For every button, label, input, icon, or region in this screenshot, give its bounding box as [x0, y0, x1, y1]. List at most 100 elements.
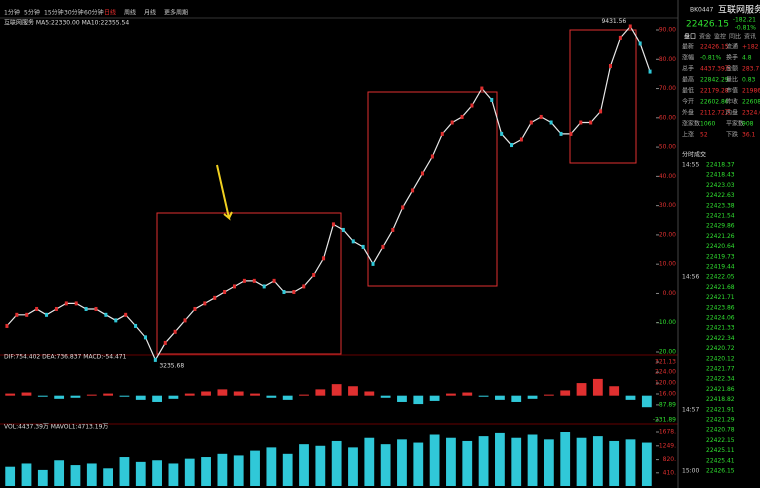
- quote-cell: 22602.86: [700, 99, 729, 106]
- y-tick-label: 410.: [663, 469, 676, 476]
- candle: [84, 306, 88, 311]
- bar: [446, 437, 456, 486]
- tick-price: 22420.78: [706, 427, 735, 434]
- bar: [299, 444, 309, 486]
- tick-price: 22420.72: [706, 345, 735, 352]
- tick-price: 22418.82: [706, 396, 735, 403]
- bar: [217, 453, 228, 486]
- tick-price: 22422.63: [706, 192, 735, 199]
- quote-cell: 内盘: [726, 109, 738, 117]
- candle: [163, 340, 167, 345]
- y-tick-label: 321.13: [655, 359, 676, 366]
- bar: [135, 461, 146, 486]
- candle: [54, 306, 58, 311]
- candle: [450, 120, 454, 125]
- bar: [511, 395, 522, 402]
- bar: [560, 390, 571, 396]
- candle: [124, 312, 128, 317]
- candle: [430, 154, 434, 159]
- bar: [103, 468, 114, 486]
- y-tick-label: 50.00: [659, 144, 676, 151]
- tick-price: 22421.77: [706, 366, 735, 373]
- ticks-title: 分时成交: [682, 151, 706, 159]
- y-tick-label: 820.: [663, 456, 676, 463]
- bar: [299, 394, 309, 396]
- period-tab[interactable]: 5分钟: [24, 9, 40, 17]
- quote-cell: 外盘: [682, 109, 694, 117]
- bar: [592, 436, 603, 486]
- y-tick-label: 16.00: [659, 391, 676, 398]
- panel-tab[interactable]: 监控: [714, 33, 726, 41]
- candle: [519, 137, 523, 142]
- candle: [262, 284, 266, 289]
- candle: [391, 227, 395, 232]
- quote-cell: 52: [700, 132, 708, 139]
- candle: [480, 86, 484, 91]
- candle: [292, 289, 296, 294]
- y-tick-label: -87.89: [657, 401, 677, 408]
- tick-price: 22420.12: [706, 355, 735, 362]
- quote-cell: 2112.72万: [700, 110, 731, 117]
- candle: [599, 109, 603, 114]
- y-tick-label: 70.00: [659, 85, 676, 92]
- quote-cell: 最高: [682, 76, 694, 84]
- candle: [183, 318, 187, 323]
- bar: [37, 395, 48, 397]
- quote-cell: 金额: [726, 65, 738, 73]
- annotation: 9431.56: [601, 18, 626, 25]
- period-tab[interactable]: 月线: [144, 9, 156, 17]
- candle: [173, 329, 177, 334]
- y-tick-label: 120.00: [655, 380, 676, 387]
- quote-cell: 2324.6: [742, 110, 760, 117]
- bar: [380, 395, 391, 398]
- bar: [103, 393, 114, 396]
- period-tab[interactable]: 1分钟: [4, 9, 20, 17]
- panel-tab[interactable]: 资金: [699, 33, 711, 41]
- bar: [184, 393, 195, 396]
- candle: [579, 120, 583, 125]
- bar: [282, 453, 293, 486]
- candle: [549, 120, 553, 125]
- info-line: 互联网服务 MA5:22330.00 MA10:22355.54: [4, 19, 129, 27]
- bar: [152, 395, 162, 402]
- bar: [282, 395, 293, 400]
- period-tab[interactable]: 周线: [124, 9, 136, 17]
- period-tab[interactable]: 60分钟: [84, 9, 104, 17]
- candle: [45, 312, 49, 317]
- panel-tab[interactable]: 同比: [729, 33, 741, 41]
- quote-cell: 1060: [700, 121, 715, 128]
- tick-price: 22418.37: [706, 162, 735, 169]
- bar: [609, 386, 620, 396]
- quote-cell: 涨家数: [682, 120, 700, 128]
- period-tab[interactable]: 15分钟: [44, 9, 64, 17]
- bar: [54, 460, 65, 486]
- candle: [351, 239, 355, 244]
- bar: [201, 457, 211, 486]
- bar: [462, 440, 473, 486]
- bar: [168, 395, 179, 399]
- period-tab[interactable]: 30分钟: [64, 9, 84, 17]
- bar: [37, 469, 48, 486]
- bar: [266, 395, 277, 398]
- bar: [21, 392, 32, 396]
- candle: [361, 244, 365, 249]
- candle: [134, 323, 138, 328]
- period-tab[interactable]: 更多周期: [164, 9, 188, 17]
- candle: [440, 131, 444, 136]
- price: 22426.15: [686, 20, 729, 30]
- panel-tab[interactable]: 盘口: [684, 33, 696, 41]
- quote-cell: 22608: [742, 99, 760, 106]
- candle: [5, 323, 9, 328]
- candle: [411, 188, 415, 193]
- bar: [250, 450, 260, 486]
- panel-tab[interactable]: 资讯: [744, 33, 756, 41]
- quote-cell: 22426.15: [700, 44, 729, 51]
- candle: [15, 312, 19, 317]
- candle: [589, 120, 593, 125]
- candle: [64, 301, 68, 306]
- quote-cell: 昨收: [726, 98, 738, 106]
- period-tab[interactable]: 日线: [104, 9, 116, 17]
- highlight-box: [569, 29, 637, 164]
- tick-time: 15:00: [682, 468, 699, 475]
- candle: [153, 357, 157, 362]
